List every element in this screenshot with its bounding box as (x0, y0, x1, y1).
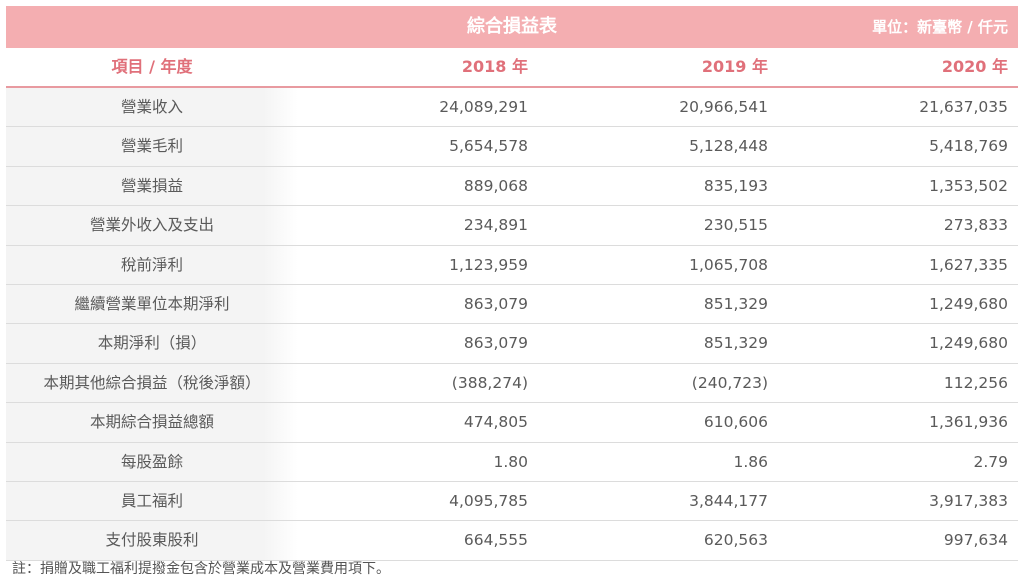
table-row: 營業收入 24,089,291 20,966,541 21,637,035 (6, 88, 1018, 128)
column-header-2018: 2018 年 (461, 57, 528, 76)
row-value: (240,723) (691, 373, 768, 392)
table-body: 營業收入 24,089,291 20,966,541 21,637,035 營業毛利 5,… (6, 88, 1018, 561)
row-label: 本期淨利（損） (6, 324, 298, 363)
table-row: 本期淨利（損） 863,079 851,329 1,249,680 (6, 324, 1018, 364)
row-label: 每股盈餘 (6, 442, 298, 481)
unit-label: 單位：新臺幣 / 仟元 (872, 18, 1008, 36)
row-value: 3,917,383 (929, 491, 1008, 510)
row-label: 營業外收入及支出 (6, 206, 298, 245)
table-row: 營業損益 889,068 835,193 1,353,502 (6, 166, 1018, 207)
column-header-2020: 2020 年 (941, 57, 1008, 76)
row-label: 繼續營業單位本期淨利 (6, 284, 298, 324)
row-value: 230,515 (703, 216, 768, 235)
row-value: 610,606 (703, 413, 768, 432)
row-label: 營業毛利 (6, 127, 298, 166)
row-value: 1,065,708 (689, 255, 768, 274)
row-value: 997,634 (943, 531, 1008, 550)
row-value: 664,555 (463, 531, 528, 550)
row-value: (388,274) (451, 373, 528, 392)
table-row: 本期綜合損益總額 474,805 610,606 1,361,936 (6, 403, 1018, 443)
row-value: 24,089,291 (439, 98, 528, 116)
row-label: 營業損益 (6, 166, 298, 206)
row-value: 5,418,769 (929, 137, 1008, 156)
row-label: 營業收入 (6, 88, 298, 127)
footnote: 註：捐贈及職工福利提撥金包含於營業成本及營業費用項下。 (12, 561, 390, 577)
row-value: 1,353,502 (929, 176, 1008, 195)
column-header-2019: 2019 年 (701, 57, 768, 76)
table-title-bar: 綜合損益表 單位：新臺幣 / 仟元 (6, 6, 1018, 48)
row-value: 1,249,680 (929, 294, 1008, 313)
row-value: 1,627,335 (929, 255, 1008, 274)
table-title: 綜合損益表 (467, 16, 557, 37)
income-statement-table: 綜合損益表 單位：新臺幣 / 仟元 項目 / 年度 2018 年 2019 年 … (6, 6, 1018, 561)
row-value: 863,079 (463, 334, 528, 353)
row-value: 273,833 (943, 216, 1008, 235)
column-header-item: 項目 / 年度 (111, 57, 193, 76)
row-value: 620,563 (703, 531, 768, 550)
row-value: 1,123,959 (449, 255, 528, 274)
table-row: 繼續營業單位本期淨利 863,079 851,329 1,249,680 (6, 284, 1018, 325)
row-value: 5,128,448 (689, 137, 768, 156)
row-value: 863,079 (463, 294, 528, 313)
row-value: 1.86 (733, 452, 768, 471)
row-label: 支付股東股利 (6, 521, 298, 560)
row-value: 20,966,541 (679, 98, 768, 116)
column-header-row: 項目 / 年度 2018 年 2019 年 2020 年 (6, 48, 1018, 88)
row-value: 1,361,936 (929, 413, 1008, 432)
row-value: 1,249,680 (929, 334, 1008, 353)
table-row: 支付股東股利 664,555 620,563 997,634 (6, 521, 1018, 561)
row-value: 474,805 (463, 413, 528, 432)
table-row: 稅前淨利 1,123,959 1,065,708 1,627,335 (6, 245, 1018, 285)
row-value: 2.79 (973, 452, 1008, 471)
row-label: 本期其他綜合損益（稅後淨額） (6, 363, 298, 403)
table-row: 每股盈餘 1.80 1.86 2.79 (6, 442, 1018, 482)
row-value: 3,844,177 (689, 491, 768, 510)
row-value: 1.80 (493, 452, 528, 471)
row-value: 889,068 (463, 176, 528, 195)
row-label: 本期綜合損益總額 (6, 403, 298, 442)
row-value: 5,654,578 (449, 137, 528, 156)
table-row: 營業外收入及支出 234,891 230,515 273,833 (6, 206, 1018, 246)
row-value: 234,891 (463, 216, 528, 235)
row-label: 員工福利 (6, 481, 298, 521)
row-value: 21,637,035 (919, 98, 1008, 116)
row-value: 851,329 (703, 334, 768, 353)
row-value: 835,193 (703, 176, 768, 195)
table-row: 本期其他綜合損益（稅後淨額） (388,274) (240,723) 112,256 (6, 363, 1018, 404)
table-row: 員工福利 4,095,785 3,844,177 3,917,383 (6, 481, 1018, 522)
row-label: 稅前淨利 (6, 245, 298, 284)
table-row: 營業毛利 5,654,578 5,128,448 5,418,769 (6, 127, 1018, 167)
row-value: 112,256 (943, 373, 1008, 392)
row-value: 851,329 (703, 294, 768, 313)
row-value: 4,095,785 (449, 491, 528, 510)
